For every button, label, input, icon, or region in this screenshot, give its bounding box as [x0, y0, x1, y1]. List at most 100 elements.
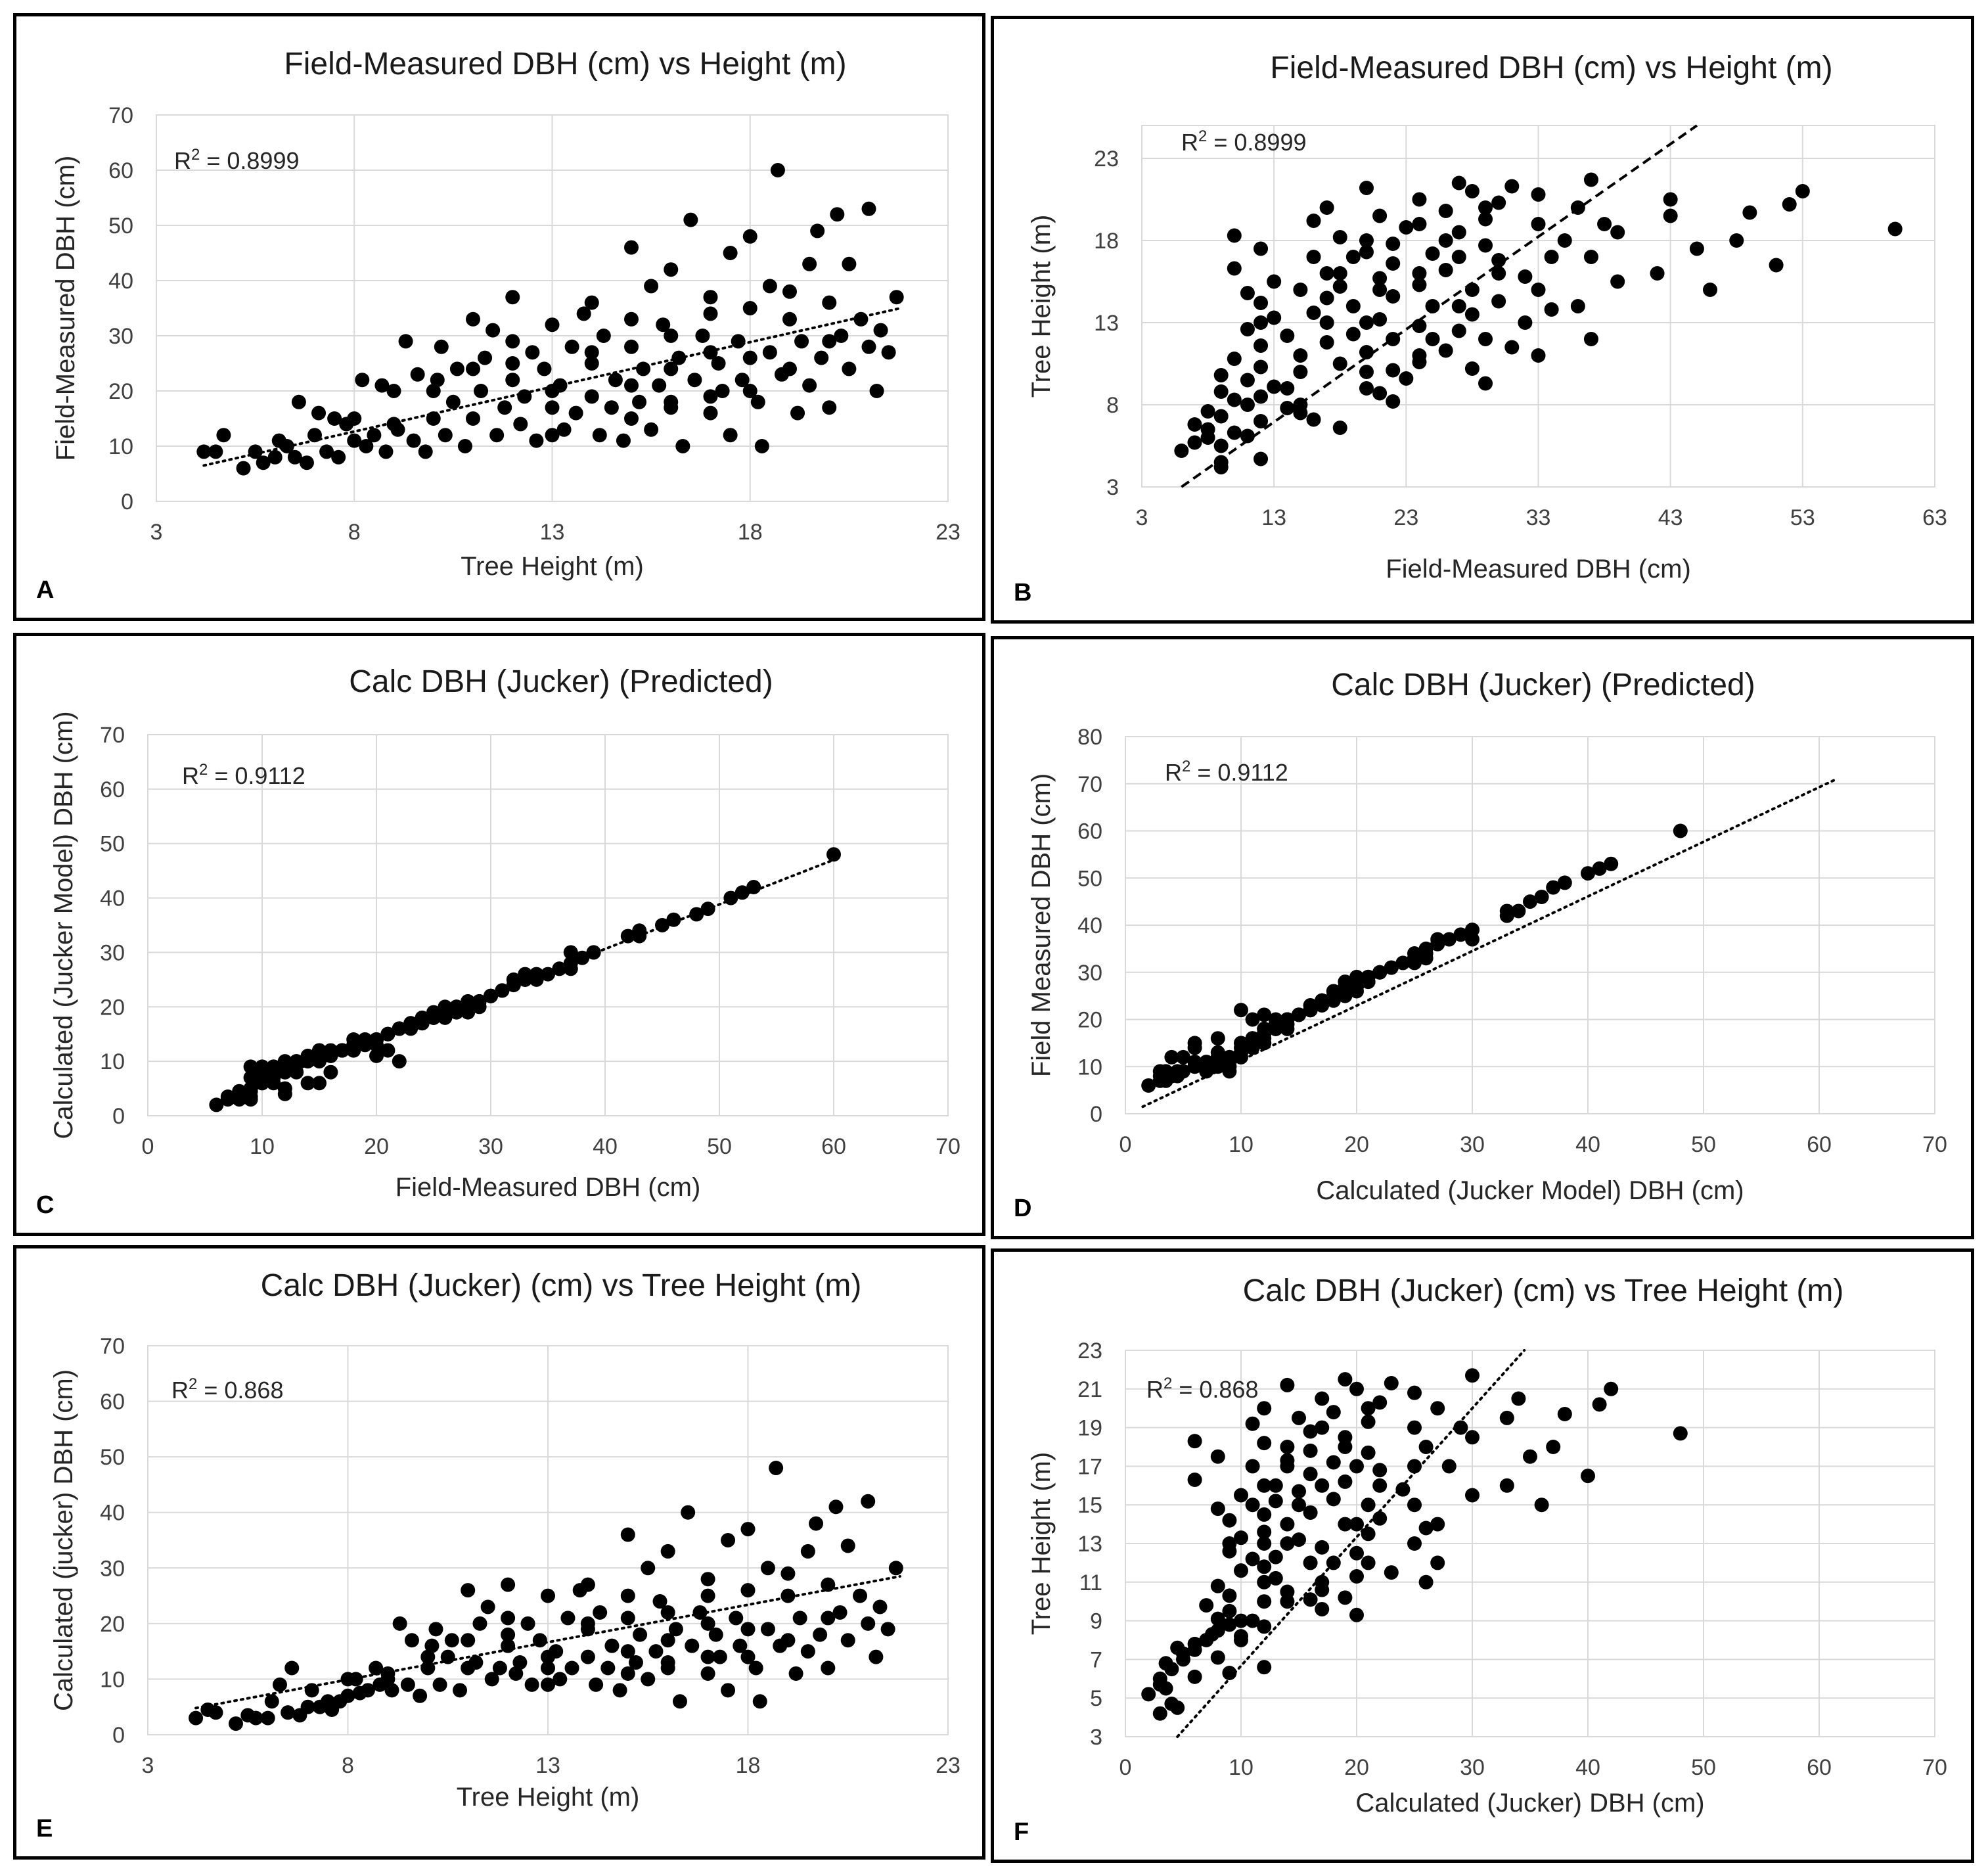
data-point	[822, 400, 837, 415]
gridlines	[1125, 1350, 1935, 1737]
data-point	[1240, 286, 1255, 300]
data-point	[1523, 894, 1537, 909]
data-point	[1518, 269, 1533, 284]
data-point	[1234, 1530, 1248, 1545]
data-point	[1315, 1391, 1330, 1406]
data-point	[813, 1627, 828, 1642]
data-point	[312, 1076, 327, 1091]
data-point	[1222, 1513, 1237, 1528]
y-tick-label: 18	[1094, 229, 1119, 254]
y-axis-label: Tree Height (m)	[1027, 215, 1056, 398]
data-point	[1257, 1536, 1272, 1551]
data-point	[721, 1683, 736, 1698]
data-point	[291, 394, 306, 409]
scatter-chart-d: 0 10 20 30 40 50 60 70 80 0 10 20 30 40 50 60 70 Calc DBH…	[1014, 668, 1947, 1222]
data-point	[1359, 244, 1374, 260]
data-point	[1384, 1375, 1399, 1390]
data-point	[760, 1561, 775, 1576]
data-point	[842, 361, 857, 377]
data-point	[584, 295, 599, 310]
data-point	[703, 405, 718, 421]
data-point	[830, 207, 845, 222]
data-point	[347, 411, 362, 426]
data-point	[1372, 1463, 1388, 1478]
data-point	[529, 972, 544, 987]
data-point	[1361, 1401, 1376, 1416]
data-point	[319, 444, 334, 459]
data-point	[1234, 1488, 1248, 1503]
data-point	[1222, 1536, 1237, 1551]
data-point	[1384, 960, 1399, 975]
y-tick-label: 11	[1079, 1570, 1102, 1595]
data-point	[1210, 1501, 1225, 1517]
data-point	[466, 411, 480, 426]
data-point	[660, 1633, 675, 1648]
data-point	[1338, 1590, 1353, 1605]
data-point	[1557, 875, 1572, 890]
x-tick-label: 3	[150, 520, 163, 545]
data-point	[1174, 444, 1189, 458]
data-point	[1222, 1588, 1237, 1603]
data-point	[428, 1622, 443, 1637]
data-point	[652, 378, 667, 393]
data-point	[869, 1649, 884, 1664]
data-point	[1592, 1397, 1607, 1412]
data-point	[821, 1577, 836, 1592]
data-point	[624, 378, 639, 393]
data-point	[723, 428, 738, 443]
data-point	[1441, 1459, 1457, 1474]
data-point	[420, 1649, 436, 1664]
data-point	[426, 384, 441, 398]
data-point	[1592, 861, 1607, 876]
data-point	[1361, 969, 1376, 984]
x-tick-label: 3	[142, 1753, 154, 1778]
y-axis-label: Calculated (Jucker Model) DBH (cm)	[49, 711, 78, 1139]
data-point	[1386, 289, 1401, 304]
data-point	[752, 1694, 767, 1709]
x-tick-label: 40	[593, 1134, 618, 1159]
data-point	[1610, 274, 1625, 289]
data-point	[624, 411, 639, 426]
data-point	[1315, 1420, 1330, 1435]
panel-f: 3 5 7 9 11 13 15 17 19 21 23 0 10 20 30 40 50 60 70 Calc DB…	[991, 1248, 1974, 1863]
data-point	[1319, 200, 1334, 215]
data-point	[1319, 266, 1334, 281]
data-point	[1412, 192, 1427, 207]
data-point	[660, 1655, 675, 1670]
data-point	[641, 1672, 656, 1687]
x-tick-label: 60	[1807, 1132, 1832, 1157]
x-tick-label: 53	[1790, 505, 1815, 530]
data-point	[1319, 315, 1334, 330]
data-point	[501, 1577, 516, 1592]
data-point	[1338, 1474, 1353, 1489]
trendline	[202, 307, 902, 467]
data-point	[1280, 1440, 1295, 1454]
data-point	[1345, 299, 1361, 313]
data-point	[700, 1572, 715, 1587]
data-point	[1372, 1395, 1388, 1410]
data-point	[760, 1622, 775, 1637]
data-point	[1338, 1517, 1353, 1532]
data-point	[1280, 1517, 1295, 1532]
data-point	[1240, 428, 1255, 444]
data-point	[1491, 294, 1506, 309]
data-point	[1164, 1697, 1179, 1712]
data-point	[826, 847, 841, 862]
data-point	[1430, 1517, 1445, 1532]
trendline	[1181, 124, 1698, 488]
data-point	[1176, 1049, 1190, 1064]
data-point	[281, 1705, 296, 1720]
x-tick-label: 50	[1691, 1755, 1716, 1780]
data-point	[1604, 856, 1619, 871]
data-point	[1332, 230, 1347, 244]
data-point	[248, 1710, 263, 1726]
data-point	[861, 1494, 876, 1509]
data-point	[1210, 1031, 1225, 1046]
plot-area	[156, 114, 949, 502]
data-point	[410, 367, 425, 382]
data-point	[748, 1660, 763, 1676]
data-point	[832, 1605, 847, 1620]
data-point	[1386, 394, 1401, 409]
data-point	[1395, 1482, 1411, 1497]
data-point	[1326, 988, 1341, 1003]
